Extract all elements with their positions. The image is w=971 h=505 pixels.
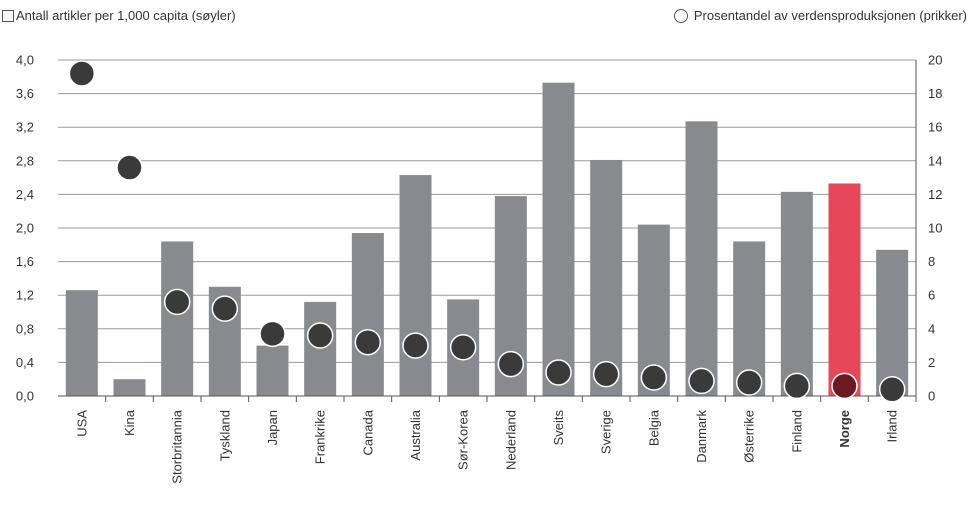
bar [65, 290, 98, 396]
category-label: Belgia [646, 409, 661, 446]
left-tick-label: 0,8 [16, 321, 34, 336]
category-label: Japan [265, 410, 280, 445]
left-tick-label: 0,4 [16, 355, 34, 370]
data-point [306, 322, 334, 349]
category-label: Sør-Korea [456, 409, 471, 470]
left-tick-label: 4,0 [16, 53, 34, 68]
category-label: Tyskland [217, 410, 232, 461]
data-point [688, 367, 715, 395]
axes [58, 60, 917, 402]
data-point [259, 320, 286, 348]
data-point [640, 364, 668, 391]
bar [351, 233, 384, 396]
data-point [878, 376, 906, 403]
left-tick-label: 0,0 [16, 389, 34, 404]
right-tick-label: 14 [928, 153, 942, 168]
dots-legend-label: Prosentandel av verdensproduksjonen (pri… [693, 8, 967, 23]
bar [256, 345, 289, 396]
category-label: Norge [837, 410, 852, 448]
data-point [354, 328, 382, 356]
right-tick-label: 12 [928, 187, 942, 202]
data-point [783, 372, 811, 400]
bar [161, 241, 194, 396]
bar [542, 82, 575, 397]
category-label: Kina [122, 409, 137, 436]
right-axis-ticks: 0 2 4 6 8 10 12 14 16 18 20 [928, 53, 942, 404]
bars-legend-label: Antall artikler per 1,000 capita (søyler… [16, 8, 236, 23]
right-tick-label: 8 [928, 254, 935, 269]
right-tick-label: 16 [928, 120, 942, 135]
right-tick-label: 10 [928, 221, 942, 236]
bars-legend: Antall artikler per 1,000 capita (søyler… [2, 8, 236, 23]
category-label: Danmark [694, 410, 709, 463]
gridlines [58, 59, 916, 363]
category-label: Nederland [503, 410, 518, 470]
data-point [735, 369, 763, 396]
bar [685, 121, 718, 396]
category-label: Finland [789, 410, 804, 453]
category-label: USA [74, 410, 89, 437]
left-tick-label: 2,0 [16, 221, 34, 236]
right-tick-label: 20 [928, 53, 942, 68]
bar [399, 175, 432, 396]
bar [113, 379, 146, 396]
right-tick-label: 4 [928, 321, 935, 336]
category-label: Sveits [551, 410, 566, 446]
left-tick-label: 2,8 [16, 153, 34, 168]
category-label: Canada [360, 409, 375, 455]
category-label: Frankrike [313, 410, 328, 464]
left-axis-ticks: 0,0 0,4 0,8 1,2 1,6 2,0 2,4 2,8 3,2 3,6 4,0 [16, 53, 34, 404]
left-tick-label: 1,2 [16, 288, 34, 303]
bar [780, 191, 813, 396]
bar [590, 159, 623, 396]
right-tick-label: 18 [928, 86, 942, 101]
right-tick-label: 0 [928, 389, 935, 404]
data-point [592, 360, 620, 388]
right-tick-label: 6 [928, 288, 935, 303]
circle-icon [673, 8, 688, 23]
left-tick-label: 3,2 [16, 120, 34, 135]
square-icon [2, 9, 14, 22]
data-point [116, 154, 143, 181]
category-label: Irland [885, 410, 900, 443]
right-tick-label: 2 [928, 355, 935, 370]
left-tick-label: 2,4 [16, 187, 34, 202]
category-label: Australia [408, 409, 423, 460]
data-point [211, 295, 239, 322]
data-point [68, 60, 96, 87]
category-label: Storbritannia [170, 409, 185, 483]
left-tick-label: 3,6 [16, 86, 34, 101]
category-label: Sverige [599, 410, 614, 454]
data-point [449, 334, 477, 361]
bar [876, 249, 909, 396]
category-label: Østerrike [742, 410, 757, 463]
bar [304, 301, 337, 396]
bar-series [65, 82, 909, 397]
dots-legend: Prosentandel av verdensproduksjonen (pri… [673, 8, 967, 23]
category-labels: USA Kina Storbritannia Tyskland Japan Frankri… [74, 409, 899, 483]
bar [828, 183, 861, 396]
left-tick-label: 1,6 [16, 254, 34, 269]
data-point [402, 332, 429, 359]
data-point [163, 288, 191, 316]
data-point [545, 359, 572, 386]
data-point [497, 350, 525, 378]
dot-series [68, 60, 906, 403]
data-point [831, 372, 858, 400]
